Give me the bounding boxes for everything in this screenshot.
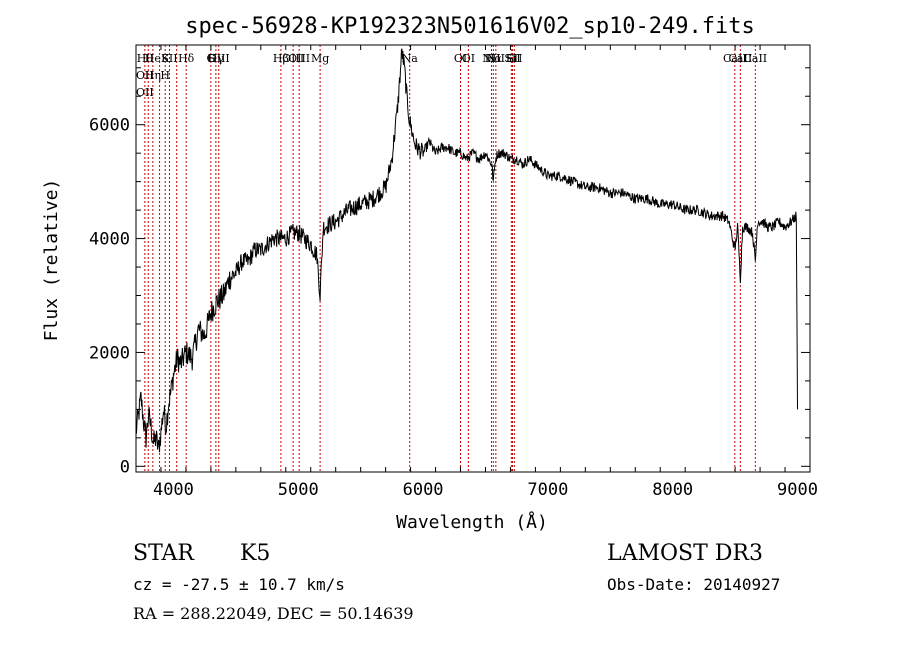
- line-label: Hδ: [178, 52, 195, 65]
- line-label: Li: [506, 52, 517, 65]
- line-label: OI: [462, 52, 475, 65]
- line-label: OI: [454, 52, 467, 65]
- line-label: SII: [504, 52, 520, 65]
- line-label: He: [145, 52, 161, 65]
- line-label: OIII: [282, 52, 304, 65]
- y-tick-label: 2000: [89, 343, 130, 363]
- x-axis-ticks: 4000 5000 6000 7000 8000 9000: [135, 45, 818, 500]
- y-tick-label: 4000: [89, 230, 130, 250]
- line-label: CaII: [743, 52, 767, 65]
- observation-date: Obs-Date: 20140927: [607, 575, 780, 594]
- line-label: H: [160, 69, 170, 82]
- line-label: OII: [136, 86, 154, 99]
- line-label: Hβ: [273, 52, 289, 65]
- plot-frame: [135, 44, 811, 473]
- coordinates: RA = 288.22049, DEC = 50.14639: [133, 604, 414, 623]
- spectral-line-markers: [144, 45, 756, 472]
- chart-title: spec-56928-KP192323N501616V02_sp10-249.f…: [185, 14, 755, 39]
- x-tick-label: 9000: [777, 480, 818, 500]
- line-label: OII: [136, 69, 154, 82]
- x-tick-label: 7000: [527, 480, 568, 500]
- y-axis-ticks: 0 2000 4000 6000: [89, 67, 810, 477]
- line-label: CaII: [723, 52, 747, 65]
- y-tick-label: 6000: [89, 116, 130, 136]
- line-label: Mg: [311, 52, 329, 65]
- line-label: G: [206, 52, 215, 65]
- line-label: NII: [482, 52, 500, 65]
- line-label: CaII: [729, 52, 753, 65]
- x-tick-label: 5000: [278, 480, 319, 500]
- line-label: Hθ: [137, 52, 154, 65]
- line-label: SII: [161, 52, 177, 65]
- line-label: SII: [506, 52, 522, 65]
- line-label: NII: [487, 52, 505, 65]
- line-label: Hγ: [208, 52, 225, 65]
- survey-label: LAMOST DR3: [607, 541, 763, 566]
- x-tick-label: 8000: [652, 480, 693, 500]
- x-tick-label: 4000: [153, 480, 194, 500]
- line-label: K: [161, 52, 170, 65]
- x-tick-label: 6000: [403, 480, 444, 500]
- object-class: STAR: [133, 541, 195, 566]
- line-label: Hη: [145, 69, 161, 82]
- redshift-velocity: cz = -27.5 ± 10.7 km/s: [133, 575, 345, 594]
- line-label: Na: [402, 52, 419, 65]
- y-tick-label: 0: [120, 457, 130, 477]
- line-label: Hα: [485, 52, 503, 65]
- x-axis-label: Wavelength (Å): [396, 511, 548, 533]
- spectrum-series-line: [135, 48, 798, 453]
- line-label: OIII: [288, 52, 310, 65]
- spectral-subclass: K5: [240, 541, 270, 566]
- y-axis-label: Flux (relative): [41, 179, 62, 342]
- line-label: OIII: [208, 52, 230, 65]
